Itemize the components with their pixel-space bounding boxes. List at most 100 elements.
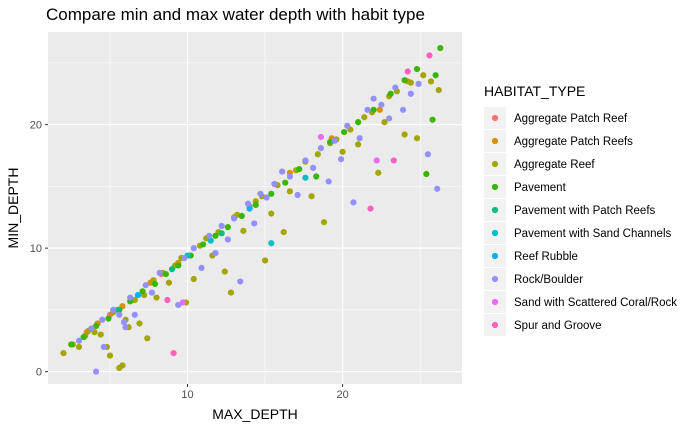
y-axis-title: MIN_DEPTH — [5, 168, 21, 249]
data-point — [279, 168, 286, 175]
data-point — [80, 333, 87, 341]
data-point — [227, 289, 235, 296]
data-point — [105, 315, 112, 322]
data-point — [390, 157, 397, 164]
legend-label: Aggregate Patch Reef — [514, 113, 628, 125]
data-point — [139, 288, 146, 295]
data-point — [424, 151, 431, 158]
data-point — [230, 215, 238, 222]
data-point — [120, 319, 128, 326]
data-point — [148, 289, 155, 296]
data-point — [317, 133, 324, 141]
data-point — [224, 224, 231, 231]
y-tick-label: 0 — [36, 367, 42, 379]
data-point — [68, 341, 75, 348]
data-point — [257, 190, 264, 197]
data-point — [181, 254, 188, 262]
data-point — [131, 311, 138, 318]
data-point — [218, 230, 225, 237]
legend-label: Rock/Boulder — [514, 274, 583, 286]
x-axis-ticks: 10 20 — [181, 384, 349, 401]
data-point — [170, 350, 177, 357]
data-point — [92, 368, 100, 375]
plot-panel — [48, 32, 462, 384]
data-point — [237, 278, 244, 285]
data-point — [350, 199, 357, 206]
data-point — [144, 335, 151, 342]
chart-title: Compare min and max water depth with hab… — [46, 5, 425, 24]
data-point — [156, 269, 163, 276]
legend-label: Aggregate Reef — [514, 159, 595, 171]
data-point — [427, 78, 435, 85]
data-point — [339, 148, 346, 155]
data-point — [165, 279, 173, 286]
data-point — [399, 106, 407, 113]
data-point — [238, 212, 245, 220]
legend-marker — [491, 275, 499, 283]
legend-label: Sand with Scattered Coral/Rock — [514, 297, 677, 309]
data-point — [302, 174, 309, 181]
data-point — [224, 236, 231, 243]
data-point — [367, 205, 374, 212]
data-point — [381, 119, 388, 126]
data-point — [116, 311, 123, 318]
data-point — [376, 106, 383, 113]
data-point — [114, 306, 121, 313]
y-axis-ticks: 0 10 20 — [30, 120, 48, 379]
legend-marker — [491, 114, 499, 122]
data-point — [162, 270, 169, 278]
data-point — [331, 137, 338, 144]
data-point — [251, 220, 258, 227]
data-point — [401, 131, 408, 138]
data-point — [136, 320, 143, 327]
data-point — [179, 299, 186, 306]
x-tick-label: 20 — [336, 389, 348, 401]
data-point — [119, 362, 126, 369]
data-point — [122, 324, 129, 331]
data-point — [190, 275, 197, 283]
data-point — [268, 240, 275, 247]
data-point — [268, 210, 275, 217]
data-point — [261, 257, 269, 264]
data-point — [221, 268, 228, 275]
data-point — [364, 106, 371, 113]
data-point — [199, 241, 207, 248]
major-gridlines — [48, 32, 462, 384]
legend-marker — [491, 206, 499, 214]
data-point — [327, 138, 334, 146]
data-point — [310, 164, 317, 171]
y-tick-label: 10 — [30, 243, 42, 255]
legend-marker — [491, 252, 499, 260]
data-point — [317, 144, 324, 152]
data-point — [134, 291, 142, 299]
data-point — [420, 72, 427, 79]
legend-marker — [491, 137, 499, 145]
data-point — [413, 65, 421, 73]
data-point — [344, 122, 351, 129]
data-point — [361, 114, 368, 121]
legend-marker — [491, 229, 499, 237]
data-point — [407, 90, 414, 97]
data-point — [435, 86, 442, 94]
data-point — [175, 301, 182, 309]
data-point — [88, 325, 95, 332]
data-point — [151, 280, 159, 288]
data-point — [153, 294, 160, 301]
data-point — [252, 201, 259, 209]
data-point — [75, 337, 83, 344]
data-point — [392, 84, 399, 91]
legend-title: HABITAT_TYPE — [484, 83, 585, 99]
data-point — [313, 173, 320, 180]
data-point — [282, 179, 289, 186]
legend-label: Aggregate Patch Reefs — [514, 136, 633, 148]
data-point — [127, 294, 134, 301]
data-point — [413, 135, 421, 142]
x-tick-label: 10 — [181, 389, 193, 401]
legend-label: Spur and Groove — [514, 320, 602, 332]
data-point — [175, 262, 182, 269]
legend-marker — [491, 298, 499, 306]
data-point — [432, 72, 439, 79]
data-point — [296, 165, 303, 173]
legend-marker — [491, 160, 499, 168]
